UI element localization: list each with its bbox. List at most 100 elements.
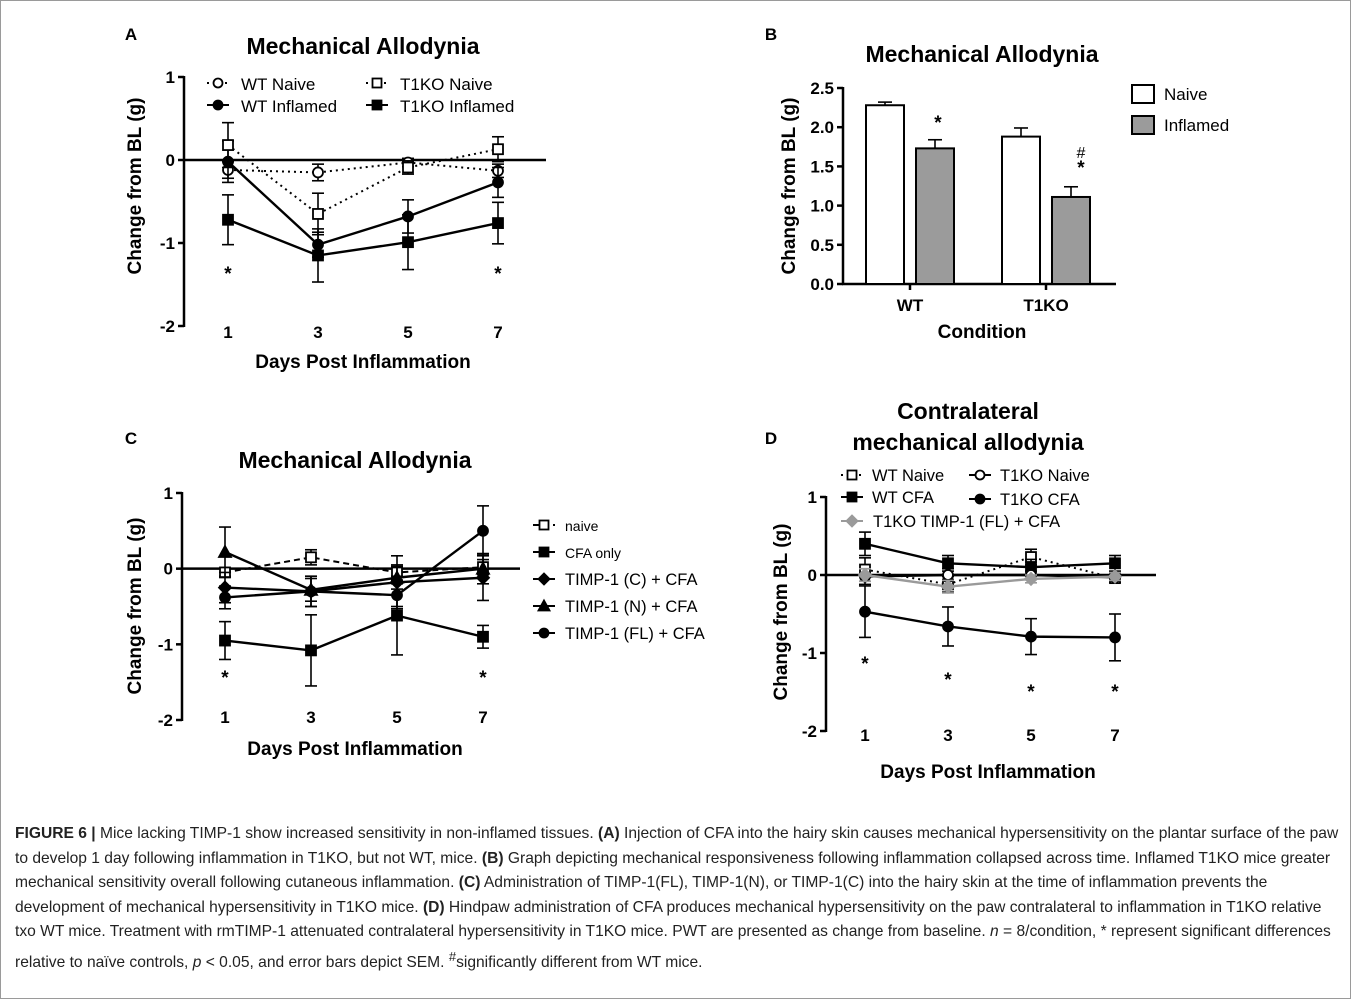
- caption-text: (C): [458, 874, 481, 892]
- x-tick-label: 1: [220, 708, 229, 727]
- point-timp-1-n-cfa: [475, 560, 491, 575]
- legend-label-t1ko-cfa: T1KO CFA: [1000, 491, 1080, 509]
- caption-text: significantly different from WT mice.: [456, 954, 703, 972]
- point-t1ko-inflamed: [312, 249, 324, 262]
- legend-marker-t1ko-timp-1-fl-cfa: [845, 514, 859, 528]
- point-t1ko-naive: [312, 208, 324, 220]
- caption-text: Hindpaw administration of CFA produces m…: [15, 898, 1322, 941]
- point-cfa-only: [391, 609, 403, 622]
- point-t1ko-timp-1-fl-cfa: [1107, 569, 1123, 584]
- caption-text: (D): [422, 898, 445, 916]
- y-tick-label: 1: [166, 68, 175, 87]
- bar-inflamed-t1ko: [1051, 195, 1091, 285]
- significance-marker: *: [934, 113, 942, 134]
- legend-swatch-inflamed: [1131, 115, 1155, 135]
- panel-label-a: A: [125, 25, 137, 44]
- caption-text: n: [990, 923, 999, 941]
- legend-label-timp-1-fl-cfa: TIMP-1 (FL) + CFA: [565, 625, 705, 643]
- y-tick-label: 2.5: [810, 79, 834, 98]
- legend-label-wt-cfa: WT CFA: [872, 489, 934, 507]
- y-tick-label: -2: [158, 711, 173, 730]
- series-line-t1ko-naive: [227, 144, 499, 216]
- y-axis-title: Change from BL (g): [779, 98, 800, 275]
- point-timp-1-fl-cfa: [219, 591, 231, 604]
- series-line-wt-cfa: [864, 542, 1116, 569]
- point-timp-1-n-cfa: [217, 544, 233, 558]
- series-line-wt-inflamed: [227, 160, 499, 247]
- legend-label-timp-1-c-cfa: TIMP-1 (C) + CFA: [565, 571, 697, 589]
- y-tick-label: 1: [164, 484, 173, 503]
- legend-marker-t1ko-inflamed: [371, 99, 383, 111]
- bar-naive-wt: [865, 104, 905, 285]
- caption-text: Graph depicting mechanical responsivenes…: [15, 849, 1331, 892]
- x-tick-label: 5: [392, 708, 401, 727]
- point-wt-naive: [312, 166, 324, 179]
- x-axis-title: Condition: [938, 322, 1027, 343]
- point-wt-cfa: [1109, 557, 1121, 570]
- point-cfa-only: [305, 644, 317, 657]
- significance-marker: #: [1077, 145, 1086, 162]
- y-tick-label: -2: [802, 722, 817, 741]
- point-t1ko-naive: [222, 139, 234, 151]
- legend-label-timp-1-n-cfa: TIMP-1 (N) + CFA: [565, 598, 697, 616]
- legend-swatch-naive: [1131, 84, 1155, 104]
- y-tick-label: 1.5: [810, 157, 834, 176]
- legend-label-naive: Naive: [1164, 85, 1207, 104]
- legend-marker-timp-1-c-cfa: [537, 572, 551, 586]
- point-cfa-only: [219, 634, 231, 647]
- point-timp-1-fl-cfa: [305, 585, 317, 598]
- x-axis-title: Days Post Inflammation: [255, 352, 470, 373]
- point-t1ko-cfa: [942, 620, 954, 633]
- x-axis-title: Days Post Inflammation: [247, 739, 462, 760]
- point-t1ko-timp-1-fl-cfa: [940, 579, 956, 594]
- point-timp-1-n-cfa: [389, 569, 405, 584]
- caption-text: #: [448, 948, 457, 964]
- legend-label-t1ko-naive: T1KO Naive: [400, 75, 493, 94]
- legend-marker-t1ko-naive: [974, 469, 986, 481]
- point-t1ko-timp-1-fl-cfa: [1023, 571, 1039, 587]
- y-axis-title: Change from BL (g): [125, 518, 146, 695]
- x-tick-label: 3: [943, 726, 952, 745]
- y-axis-title: Change from BL (g): [771, 524, 792, 701]
- chart-title: mechanical allodynia: [852, 429, 1084, 455]
- y-tick-label: 0.0: [810, 275, 834, 294]
- legend-label-cfa-only: CFA only: [565, 545, 621, 561]
- caption-text: Injection of CFA into the hairy skin cau…: [15, 825, 1339, 867]
- point-cfa-only: [477, 630, 489, 643]
- bar-naive-t1ko: [1001, 135, 1041, 285]
- x-tick-label: 5: [1026, 726, 1035, 745]
- figure-caption: FIGURE 6 | Mice lacking TIMP-1 show incr…: [15, 822, 1345, 976]
- caption-text: p: [192, 954, 202, 972]
- legend-marker-wt-inflamed: [212, 99, 224, 111]
- legend-marker-wt-cfa: [846, 491, 858, 503]
- y-tick-label: -2: [160, 317, 175, 336]
- legend-label-wt-inflamed: WT Inflamed: [241, 97, 337, 116]
- legend-marker-timp-1-fl-cfa: [538, 627, 550, 639]
- panel-label-b: B: [765, 25, 777, 44]
- point-t1ko-naive: [402, 161, 414, 174]
- x-tick-label: 3: [306, 708, 315, 727]
- chart-title: Contralateral: [897, 398, 1039, 424]
- series-line-t1ko-inflamed: [227, 218, 499, 257]
- x-tick-label: T1KO: [1023, 296, 1068, 315]
- point-t1ko-timp-1-fl-cfa: [857, 567, 873, 583]
- series-line-t1ko-timp-1-fl-cfa: [864, 573, 1116, 588]
- point-t1ko-cfa: [859, 605, 871, 618]
- significance-marker: *: [494, 264, 502, 285]
- x-tick-label: 1: [223, 323, 232, 342]
- series-line-timp-1-c-cfa: [224, 576, 484, 593]
- figure-panels: A B C D Mechanical Allodynia 1 0 -1 -2 1 3 5 7 Days P…: [125, 25, 1229, 783]
- y-tick-label: 1.0: [810, 197, 834, 216]
- legend-marker-naive: [538, 519, 550, 531]
- chart-title: Mechanical Allodynia: [246, 33, 479, 59]
- legend-marker-wt-naive: [846, 469, 858, 481]
- significance-marker: *: [224, 264, 232, 285]
- caption-text: (B): [481, 849, 504, 867]
- y-tick-label: 0: [808, 566, 817, 585]
- caption-label: FIGURE 6 |: [15, 825, 100, 842]
- significance-marker: *: [861, 654, 869, 675]
- point-timp-1-fl-cfa: [477, 524, 489, 537]
- significance-marker: *: [1077, 158, 1085, 179]
- legend-label-wt-naive: WT Naive: [872, 467, 944, 485]
- y-tick-label: 0.5: [810, 236, 834, 255]
